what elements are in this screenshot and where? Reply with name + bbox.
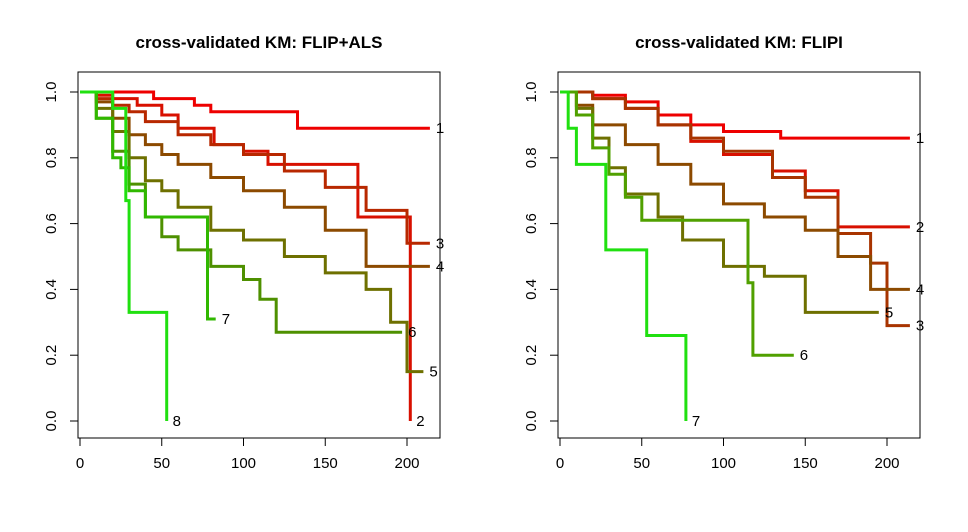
chart-title: cross-validated KM: FLIPI [635,33,843,52]
series-end-label: 7 [222,311,230,328]
x-tick-label: 150 [313,455,338,472]
series-end-label: 6 [800,347,808,364]
y-tick-label: 0.0 [43,411,60,432]
x-tick-label: 100 [231,455,256,472]
series-end-label: 6 [408,324,416,341]
series-line-1 [560,90,910,140]
x-tick-label: 0 [76,455,84,472]
series-line-4 [560,90,910,291]
plot-frame [557,71,921,439]
panel-flipi: cross-validated KM: FLIPI 0 50 100 150 200 0.… [523,33,924,472]
y-tick-label: 0.8 [523,147,540,168]
series-end-label: 4 [916,281,924,298]
series-end-label: 8 [173,413,181,430]
series-end-label: 4 [436,258,444,275]
series-line-6 [560,90,794,357]
series-end-label: 3 [436,235,444,252]
series-end-label: 1 [436,120,444,137]
plot-frame [77,71,441,439]
series-line-2 [560,90,910,229]
x-tick-label: 50 [153,455,170,472]
series-end-label: 5 [429,364,437,381]
series-end-label: 2 [916,219,924,236]
x-tick-label: 200 [394,455,419,472]
series-end-label: 2 [416,413,424,430]
series-line-1 [80,90,430,130]
x-tick-label: 200 [874,455,899,472]
y-tick-label: 0.8 [43,147,60,168]
x-tick-label: 0 [556,455,564,472]
series-end-label: 1 [916,130,924,147]
chart-title: cross-validated KM: FLIP+ALS [135,33,382,52]
y-tick-label: 0.2 [43,345,60,366]
series-line-8 [80,90,169,421]
y-tick-label: 0.0 [523,411,540,432]
series-end-label: 5 [885,304,893,321]
y-tick-label: 0.4 [523,279,540,300]
x-tick-label: 150 [793,455,818,472]
series-line-3 [560,90,910,328]
series-line-7 [560,90,688,421]
series-line-7 [80,90,216,321]
y-tick-label: 1.0 [523,82,540,103]
panel-flip-als: cross-validated KM: FLIP+ALS 0 50 100 150 20… [43,33,444,472]
series-line-3 [80,90,430,245]
y-tick-label: 0.2 [523,345,540,366]
series-end-label: 7 [692,413,700,430]
series-end-label: 3 [916,318,924,335]
y-tick-label: 0.6 [523,213,540,234]
series-line-5 [80,90,424,374]
x-tick-label: 100 [711,455,736,472]
y-tick-label: 1.0 [43,82,60,103]
y-tick-label: 0.4 [43,279,60,300]
x-tick-label: 50 [633,455,650,472]
series-line-5 [560,90,879,314]
y-tick-label: 0.6 [43,213,60,234]
